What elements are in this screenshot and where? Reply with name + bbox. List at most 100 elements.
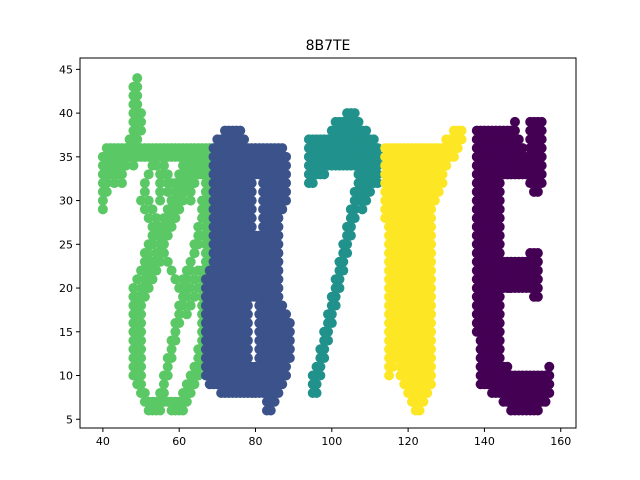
x-tick-label: 160	[550, 435, 571, 448]
scatter-point	[532, 248, 543, 259]
scatter-point	[116, 169, 127, 180]
scatter-point	[319, 335, 330, 346]
scatter-point	[281, 160, 292, 171]
scatter-point	[185, 256, 196, 267]
scatter-point	[494, 213, 505, 224]
scatter-point	[178, 388, 189, 399]
scatter-point	[200, 239, 211, 250]
scatter-point	[136, 353, 147, 364]
scatter-point	[281, 169, 292, 180]
scatter-point	[242, 353, 253, 364]
scatter-point	[185, 283, 196, 294]
scatter-point	[158, 160, 169, 171]
scatter-point	[185, 169, 196, 180]
scatter-point	[426, 379, 437, 390]
scatter-point	[315, 353, 326, 364]
points-layer	[97, 73, 555, 416]
scatter-point	[158, 370, 169, 381]
scatter-point	[166, 335, 177, 346]
scatter-point	[158, 379, 169, 390]
scatter-point	[170, 274, 181, 285]
scatter-point	[273, 256, 284, 267]
scatter-point	[235, 125, 246, 136]
scatter-point	[342, 230, 353, 241]
scatter-point	[372, 169, 383, 180]
scatter-point	[136, 116, 147, 127]
scatter-point	[200, 195, 211, 206]
scatter-point	[342, 221, 353, 232]
scatter-point	[162, 353, 173, 364]
scatter-point	[426, 230, 437, 241]
scatter-point	[441, 160, 452, 171]
scatter-point	[281, 186, 292, 197]
scatter-point	[384, 221, 395, 232]
scatter-point	[384, 239, 395, 250]
scatter-point	[426, 221, 437, 232]
scatter-point	[384, 230, 395, 241]
scatter-point	[101, 186, 112, 197]
scatter-point	[200, 221, 211, 232]
scatter-point	[426, 309, 437, 320]
scatter-point	[136, 361, 147, 372]
scatter-point	[437, 169, 448, 180]
scatter-point	[277, 379, 288, 390]
scatter-point	[128, 283, 139, 294]
scatter-point	[426, 335, 437, 346]
scatter-point	[384, 361, 395, 372]
scatter-point	[132, 134, 143, 145]
scatter-point	[246, 195, 257, 206]
scatter-point	[101, 178, 112, 189]
scatter-point	[384, 283, 395, 294]
scatter-point	[151, 160, 162, 171]
scatter-point	[532, 274, 543, 285]
scatter-point	[536, 169, 547, 180]
scatter-point	[200, 204, 211, 215]
scatter-point	[502, 361, 513, 372]
scatter-point	[364, 186, 375, 197]
scatter-point	[162, 361, 173, 372]
scatter-point	[128, 160, 139, 171]
scatter-point	[536, 178, 547, 189]
scatter-point	[494, 239, 505, 250]
y-tick-label: 20	[59, 282, 73, 295]
scatter-point	[426, 213, 437, 224]
scatter-point	[136, 108, 147, 119]
scatter-point	[269, 396, 280, 407]
chart-title: 8B7TE	[306, 38, 351, 54]
scatter-point	[532, 186, 543, 197]
y-tick-label: 10	[59, 370, 73, 383]
scatter-point	[273, 274, 284, 285]
scatter-point	[311, 361, 322, 372]
scatter-point	[353, 116, 364, 127]
scatter-point	[494, 309, 505, 320]
scatter-point	[200, 230, 211, 241]
scatter-point	[178, 160, 189, 171]
scatter-point	[136, 335, 147, 346]
scatter-point	[193, 221, 204, 232]
scatter-point	[174, 204, 185, 215]
plot-frame	[79, 57, 577, 429]
scatter-point	[494, 318, 505, 329]
scatter-point	[426, 353, 437, 364]
scatter-point	[170, 178, 181, 189]
scatter-point	[426, 239, 437, 250]
scatter-point	[143, 396, 154, 407]
scatter-point	[273, 230, 284, 241]
scatter-point	[544, 361, 555, 372]
scatter-point	[384, 300, 395, 311]
scatter-point	[143, 405, 154, 416]
scatter-point	[284, 326, 295, 337]
scatter-point	[281, 370, 292, 381]
x-tick-label: 80	[249, 435, 263, 448]
scatter-point	[418, 396, 429, 407]
scatter-point	[384, 353, 395, 364]
scatter-point	[494, 248, 505, 259]
scatter-point	[494, 230, 505, 241]
scatter-point	[162, 186, 173, 197]
y-tick-label: 35	[59, 151, 73, 164]
scatter-point	[426, 274, 437, 285]
scatter-point	[349, 186, 360, 197]
scatter-point	[384, 344, 395, 355]
scatter-point	[281, 195, 292, 206]
x-tick-label: 40	[96, 435, 110, 448]
